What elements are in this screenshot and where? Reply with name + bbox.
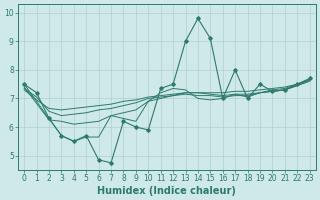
X-axis label: Humidex (Indice chaleur): Humidex (Indice chaleur) — [98, 186, 236, 196]
